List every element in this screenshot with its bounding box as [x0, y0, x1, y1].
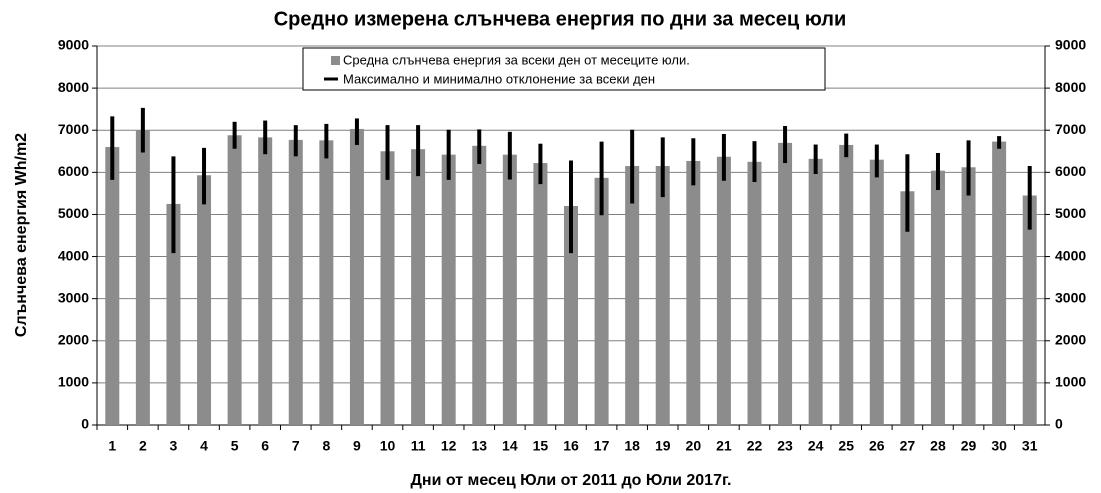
bar	[655, 166, 670, 425]
x-axis-label: Дни от месец Юли от 2011 до Юли 2017г.	[411, 472, 732, 489]
bar	[502, 154, 517, 425]
x-tick-label: 6	[261, 438, 269, 454]
legend-box	[302, 47, 826, 91]
bar	[105, 147, 120, 426]
bar	[441, 154, 456, 425]
x-tick-label: 8	[322, 438, 330, 454]
x-tick-label: 11	[411, 438, 426, 454]
y-tick-label: 3000	[58, 289, 89, 305]
x-tick-label: 12	[441, 438, 457, 454]
legend-swatch	[331, 56, 340, 65]
x-tick-label: 17	[594, 438, 610, 454]
x-tick-label: 31	[1022, 438, 1038, 454]
bar	[288, 139, 303, 425]
x-tick-label: 3	[170, 438, 178, 454]
bar	[166, 203, 181, 425]
bar	[594, 177, 609, 425]
x-tick-label: 5	[231, 438, 239, 454]
x-tick-label: 15	[533, 438, 549, 454]
y-tick-label: 9000	[58, 37, 89, 53]
bar	[258, 137, 273, 425]
x-tick-label: 2	[139, 438, 147, 454]
legend-label: Максимално и минимално отклонение за все…	[343, 71, 655, 86]
y-tick-label: 7000	[58, 121, 89, 137]
bar	[227, 135, 242, 425]
bar	[778, 142, 793, 425]
bar	[349, 128, 364, 425]
x-tick-label: 23	[777, 438, 793, 454]
bar	[1022, 195, 1037, 425]
x-tick-label: 29	[961, 438, 977, 454]
y2-tick-label: 8000	[1055, 79, 1086, 95]
y-tick-label: 0	[81, 416, 89, 432]
x-tick-label: 30	[991, 438, 1007, 454]
x-tick-label: 27	[900, 438, 916, 454]
bar	[747, 161, 762, 426]
bar	[197, 175, 212, 425]
y-axis-label: Слънчева енергия Wh/m2	[13, 133, 30, 337]
x-tick-label: 28	[930, 438, 946, 454]
y-tick-label: 1000	[58, 374, 89, 390]
x-tick-label: 1	[108, 438, 116, 454]
y2-tick-label: 7000	[1055, 121, 1086, 137]
chart-title: Средно измерена слънчева енергия по дни …	[274, 8, 847, 30]
y-tick-label: 6000	[58, 163, 89, 179]
x-tick-label: 13	[471, 438, 487, 454]
y2-tick-label: 5000	[1055, 205, 1086, 221]
bar	[716, 156, 731, 425]
bar	[930, 170, 945, 425]
bar	[961, 167, 976, 425]
y2-tick-label: 2000	[1055, 331, 1086, 347]
y-tick-label: 5000	[58, 205, 89, 221]
y2-tick-label: 1000	[1055, 374, 1086, 390]
y-tick-label: 2000	[58, 331, 89, 347]
y-tick-label: 4000	[58, 247, 89, 263]
x-tick-label: 18	[624, 438, 640, 454]
x-tick-label: 4	[200, 438, 208, 454]
bar	[135, 130, 150, 425]
x-tick-label: 19	[655, 438, 671, 454]
bar	[319, 140, 334, 425]
legend-label: Средна слънчева енергия за всеки ден от …	[343, 52, 690, 67]
x-tick-label: 21	[716, 438, 732, 454]
x-tick-label: 16	[563, 438, 579, 454]
y2-tick-label: 4000	[1055, 247, 1086, 263]
x-tick-label: 10	[380, 438, 396, 454]
y2-tick-label: 6000	[1055, 163, 1086, 179]
y2-tick-label: 3000	[1055, 289, 1086, 305]
bar	[625, 166, 640, 425]
bar	[564, 206, 578, 425]
x-tick-label: 22	[747, 438, 763, 454]
x-tick-label: 24	[808, 438, 824, 454]
bar	[533, 163, 548, 425]
bar	[686, 160, 701, 426]
x-tick-label: 7	[292, 438, 300, 454]
bar	[869, 159, 884, 425]
bar	[992, 141, 1007, 425]
x-tick-label: 14	[502, 438, 518, 454]
bar	[808, 158, 823, 425]
x-tick-label: 9	[353, 438, 361, 454]
bar	[411, 149, 426, 425]
y-tick-label: 8000	[58, 79, 89, 95]
x-tick-label: 26	[869, 438, 885, 454]
bar	[380, 151, 395, 425]
x-tick-label: 20	[686, 438, 702, 454]
bar	[839, 144, 854, 425]
x-tick-label: 25	[838, 438, 854, 454]
y2-tick-label: 9000	[1055, 37, 1086, 53]
bar	[900, 191, 915, 425]
y2-tick-label: 0	[1055, 416, 1063, 432]
bar	[472, 145, 487, 425]
